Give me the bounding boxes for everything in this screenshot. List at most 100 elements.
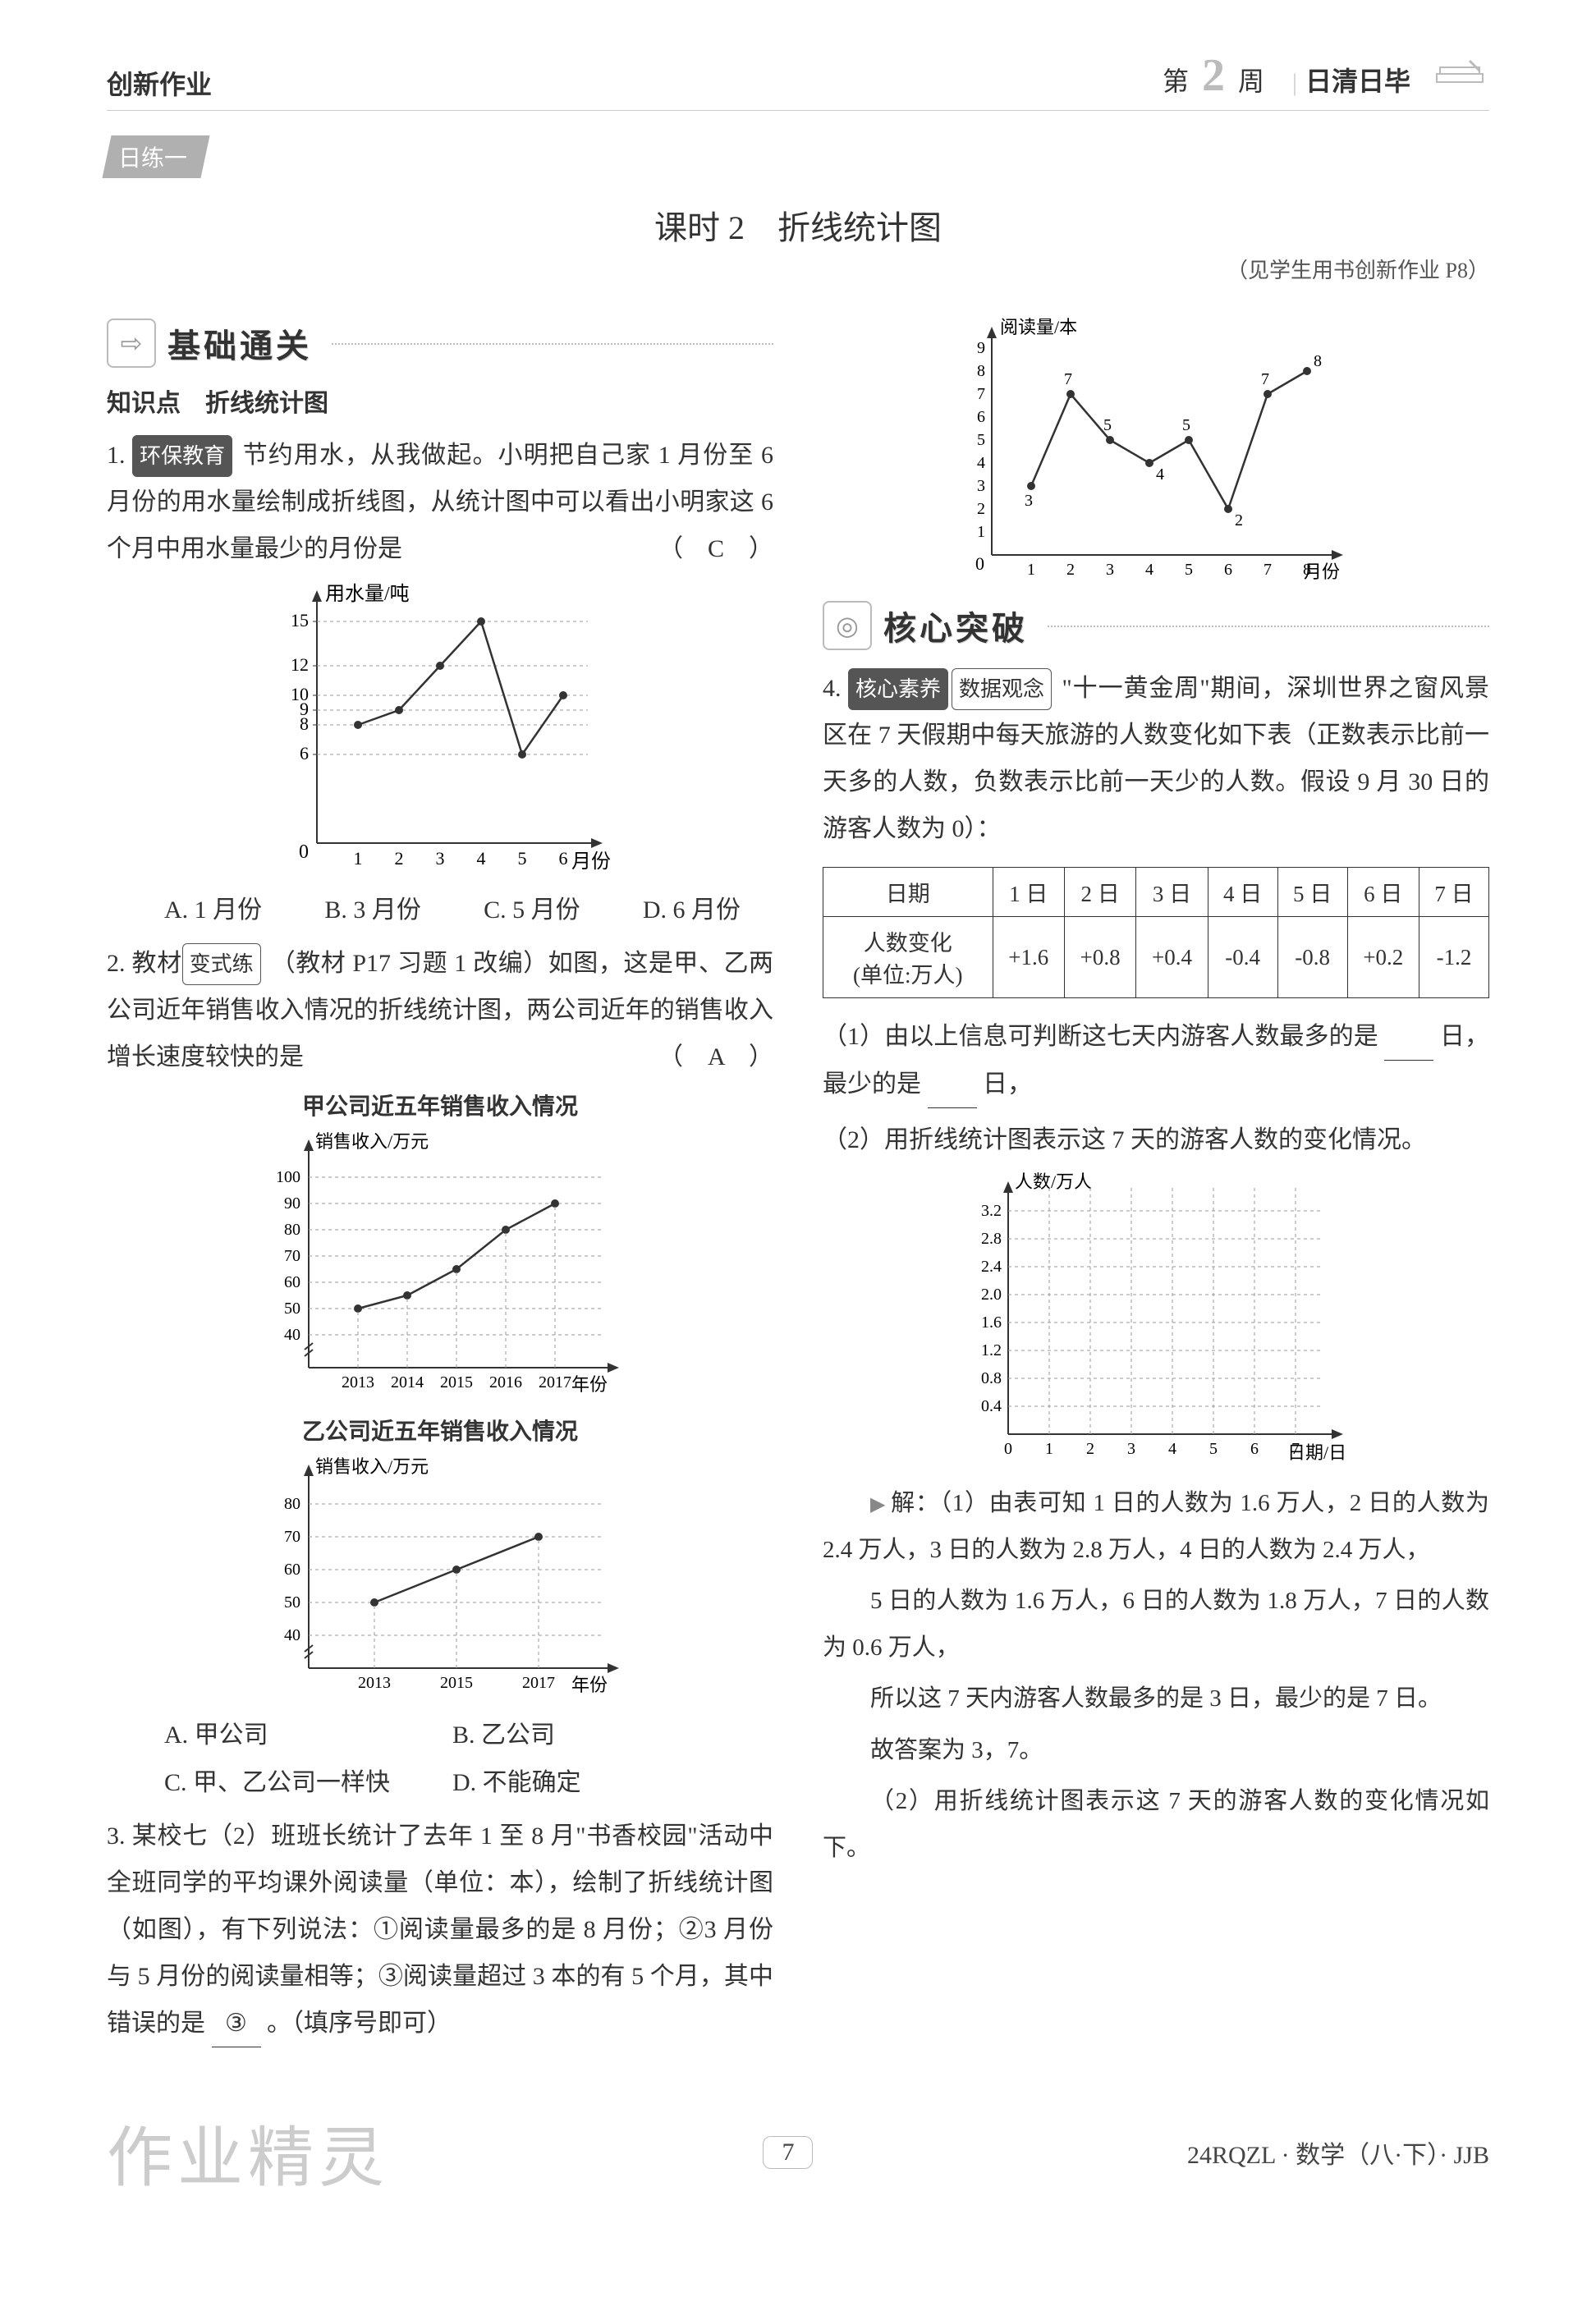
- sol-l4: 故答案为 3，7。: [823, 1727, 1489, 1774]
- q2-options: A. 甲公司 B. 乙公司 C. 甲、乙公司一样快 D. 不能确定: [107, 1714, 773, 1798]
- svg-text:12: 12: [291, 654, 309, 675]
- svg-text:2016: 2016: [489, 1373, 522, 1391]
- svg-text:7: 7: [977, 385, 985, 403]
- td: 3 日: [1136, 868, 1208, 917]
- section-core-head: ◎ 核心突破: [823, 601, 1489, 650]
- section-core-title: 核心突破: [883, 602, 1028, 649]
- svg-text:70: 70: [284, 1528, 300, 1546]
- svg-text:4: 4: [477, 848, 486, 869]
- q2-opt-d: D. 不能确定: [452, 1762, 741, 1798]
- q4-blank-b: [928, 1061, 977, 1108]
- chart-1-water: 用水量/吨 月份 0 6 8 9 10 12 15: [107, 580, 773, 876]
- week-label: 第: [1163, 61, 1189, 99]
- q3-blank: ③: [212, 2000, 261, 2047]
- svg-text:1: 1: [1027, 561, 1035, 579]
- svg-text:1: 1: [354, 848, 363, 869]
- svg-text:5: 5: [518, 848, 527, 869]
- svg-text:0.8: 0.8: [981, 1369, 1002, 1387]
- svg-text:2013: 2013: [358, 1674, 391, 1692]
- td: -0.8: [1277, 917, 1347, 998]
- chart-3-reading: 阅读量/本 月份 0 123 456 789 1234 5678: [823, 317, 1489, 588]
- td: 4 日: [1208, 868, 1277, 917]
- svg-text:60: 60: [284, 1273, 300, 1291]
- chart2a-caption: 甲公司近五年销售收入情况: [107, 1089, 773, 1121]
- td: +0.4: [1136, 917, 1208, 998]
- svg-text:2: 2: [1066, 561, 1075, 579]
- header-left-title: 创新作业: [107, 64, 212, 102]
- th-delta: 人数变化 (单位:万人): [823, 917, 993, 998]
- svg-text:0.4: 0.4: [981, 1397, 1002, 1415]
- page-footer: 作业精灵 7 24RQZL · 数学（八·下）· JJB: [107, 2105, 1489, 2200]
- th-delta-l1: 人数变化: [864, 931, 952, 956]
- svg-text:2014: 2014: [391, 1373, 424, 1391]
- chart-2b: 销售收入/万元 年份 405060 7080: [107, 1455, 773, 1701]
- svg-text:8: 8: [1314, 352, 1322, 370]
- question-1: 1. 环保教育 节约用水，从我做起。小明把自己家 1 月份至 6 月份的用水量绘…: [107, 432, 773, 572]
- solution-block: 解：（1）由表可知 1 日的人数为 1.6 万人，2 日的人数为 2.4 万人，…: [823, 1480, 1489, 1871]
- book-icon: [1432, 57, 1489, 90]
- q4-sub1-tail: 日，: [983, 1070, 1032, 1098]
- q3-text: 某校七（2）班班长统计了去年 1 至 8 月"书香校园"活动中全班同学的平均课外…: [107, 1822, 773, 2037]
- arrow-icon: ⇨: [107, 319, 156, 368]
- chart-2a: 销售收入/万元 年份 405060 708090100: [107, 1130, 773, 1401]
- svg-text:2.4: 2.4: [981, 1258, 1002, 1276]
- svg-text:4: 4: [1145, 561, 1153, 579]
- svg-text:阅读量/本: 阅读量/本: [1000, 317, 1077, 337]
- svg-text:70: 70: [284, 1247, 300, 1265]
- td: 5 日: [1277, 868, 1347, 917]
- q1-opt-b: B. 3 月份: [324, 889, 421, 925]
- svg-text:2.8: 2.8: [981, 1230, 1002, 1248]
- svg-text:7: 7: [1064, 370, 1072, 388]
- svg-text:90: 90: [284, 1194, 300, 1213]
- q2-opt-c: C. 甲、乙公司一样快: [164, 1762, 452, 1798]
- q4-table: 日期 1 日 2 日 3 日 4 日 5 日 6 日 7 日 人数变化 (单位:…: [823, 867, 1489, 998]
- q2-tag1: 教材: [132, 950, 182, 977]
- svg-text:9: 9: [977, 339, 985, 357]
- td: +1.6: [993, 917, 1064, 998]
- q1-tag: 环保教育: [132, 435, 232, 477]
- sol-l5: （2）用折线统计图表示这 7 天的游客人数的变化情况如下。: [823, 1778, 1489, 1871]
- q4-number: 4.: [823, 675, 842, 702]
- svg-text:2013: 2013: [342, 1373, 374, 1391]
- q1-opt-d: D. 6 月份: [643, 889, 741, 925]
- q2-opt-b: B. 乙公司: [452, 1714, 741, 1750]
- svg-text:80: 80: [284, 1221, 300, 1239]
- question-3: 3. 某校七（2）班班长统计了去年 1 至 8 月"书香校园"活动中全班同学的平…: [107, 1813, 773, 2047]
- footer-code: 24RQZL · 数学（八·下）· JJB: [1187, 2134, 1489, 2171]
- practice-badge-text: 日练一: [118, 140, 187, 173]
- svg-text:销售收入/万元: 销售收入/万元: [315, 1131, 429, 1152]
- svg-text:5: 5: [977, 431, 985, 449]
- sol-l1: 解：（1）由表可知 1 日的人数为 1.6 万人，2 日的人数为 2.4 万人，…: [823, 1480, 1489, 1573]
- table-row: 人数变化 (单位:万人) +1.6 +0.8 +0.4 -0.4 -0.8 +0…: [823, 917, 1489, 998]
- left-column: ⇨ 基础通关 知识点 折线统计图 1. 环保教育 节约用水，从我做起。小明把自己…: [107, 309, 773, 2056]
- svg-text:3: 3: [1127, 1440, 1135, 1458]
- svg-text:0: 0: [299, 841, 309, 863]
- th-date: 日期: [823, 868, 993, 917]
- q3-number: 3.: [107, 1822, 126, 1850]
- svg-text:80: 80: [284, 1495, 300, 1513]
- week-number: 2: [1202, 49, 1225, 102]
- svg-text:1.2: 1.2: [981, 1341, 1002, 1359]
- svg-text:8: 8: [977, 362, 985, 380]
- svg-text:100: 100: [276, 1168, 300, 1186]
- svg-text:7: 7: [1291, 1440, 1300, 1458]
- page-header: 创新作业 第 2 周 | 日清日毕: [107, 49, 1489, 111]
- q2-number: 2.: [107, 950, 126, 977]
- q1-number: 1.: [107, 442, 126, 469]
- svg-text:15: 15: [291, 610, 309, 630]
- q3-tail: 。（填序号即可）: [267, 2010, 452, 2037]
- q4-tag2: 数据观念: [952, 668, 1052, 710]
- practice-badge: 日练一: [102, 135, 209, 178]
- td: 7 日: [1419, 868, 1489, 917]
- svg-text:50: 50: [284, 1300, 300, 1318]
- q1-opt-c: C. 5 月份: [484, 889, 580, 925]
- q2-opt-a: A. 甲公司: [164, 1714, 452, 1750]
- svg-text:3.2: 3.2: [981, 1202, 1002, 1220]
- question-4: 4. 核心素养数据观念 "十一黄金周"期间，深圳世界之窗风景区在 7 天假期中每…: [823, 665, 1489, 852]
- lesson-title: 课时 2 折线统计图: [107, 201, 1489, 249]
- svg-text:6: 6: [300, 743, 309, 763]
- svg-text:5: 5: [1185, 561, 1193, 579]
- svg-text:1: 1: [1045, 1440, 1053, 1458]
- q1-answer: （ C ）: [658, 525, 773, 572]
- svg-text:2.0: 2.0: [981, 1286, 1002, 1304]
